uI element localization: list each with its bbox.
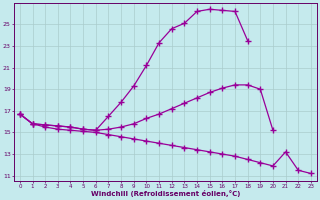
X-axis label: Windchill (Refroidissement éolien,°C): Windchill (Refroidissement éolien,°C) [91, 190, 240, 197]
